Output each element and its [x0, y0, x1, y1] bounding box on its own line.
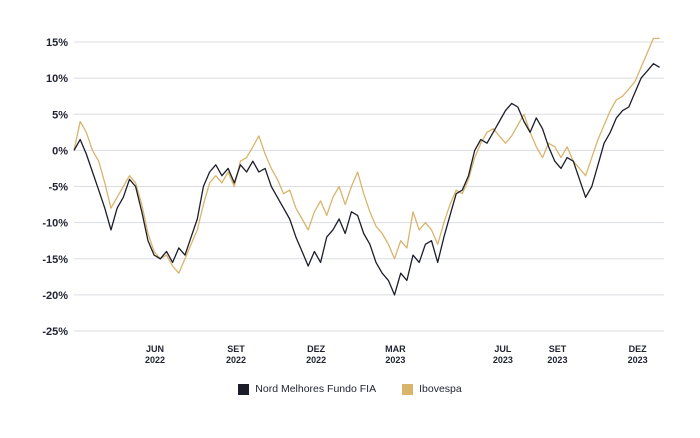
y-tick-label: -20%	[42, 290, 68, 302]
x-tick-month: SET	[549, 344, 567, 354]
x-tick-month: JUN	[146, 344, 164, 354]
legend-swatch-fund	[238, 383, 250, 395]
x-tick-month: DEZ	[307, 344, 326, 354]
y-tick-label: 5%	[52, 109, 68, 121]
legend: Nord Melhores Fundo FIA Ibovespa	[0, 383, 700, 395]
y-tick-label: -15%	[42, 254, 68, 266]
x-tick-month: SET	[227, 344, 245, 354]
x-tick-year: 2023	[385, 355, 405, 365]
legend-label-ibovespa: Ibovespa	[419, 383, 462, 395]
series-lines	[73, 37, 660, 296]
y-tick-label: 10%	[46, 73, 68, 85]
line-chart: 15%10%5%0%-5%-10%-15%-20%-25% JUN2022SET…	[42, 37, 664, 365]
gridlines	[74, 41, 664, 332]
y-tick-label: 0%	[52, 145, 68, 157]
series-line-ibovespa	[73, 37, 660, 274]
y-tick-label: -5%	[48, 182, 68, 194]
x-tick-year: 2022	[226, 355, 246, 365]
x-tick-year: 2023	[628, 355, 648, 365]
legend-label-fund: Nord Melhores Fundo FIA	[255, 383, 377, 395]
y-axis-ticks: 15% 10% 5% 0% -5% -10% -15% -20% -25%	[42, 37, 68, 338]
x-tick-year: 2022	[306, 355, 326, 365]
x-tick-year: 2023	[493, 355, 513, 365]
x-axis-ticks: JUN2022SET2022DEZ2022MAR2023JUL2023SET20…	[145, 344, 648, 365]
y-tick-label: 15%	[46, 37, 68, 49]
series-line-fund	[73, 63, 660, 296]
legend-swatch-ibovespa	[402, 383, 414, 395]
x-tick-year: 2022	[145, 355, 165, 365]
x-tick-month: MAR	[385, 344, 406, 354]
legend-item-ibovespa: Ibovespa	[402, 383, 462, 395]
x-tick-month: JUL	[494, 344, 512, 354]
x-tick-month: DEZ	[629, 344, 648, 354]
y-tick-label: -25%	[42, 326, 68, 338]
y-tick-label: -10%	[42, 218, 68, 230]
x-tick-year: 2023	[547, 355, 567, 365]
legend-item-fund: Nord Melhores Fundo FIA	[238, 383, 376, 395]
